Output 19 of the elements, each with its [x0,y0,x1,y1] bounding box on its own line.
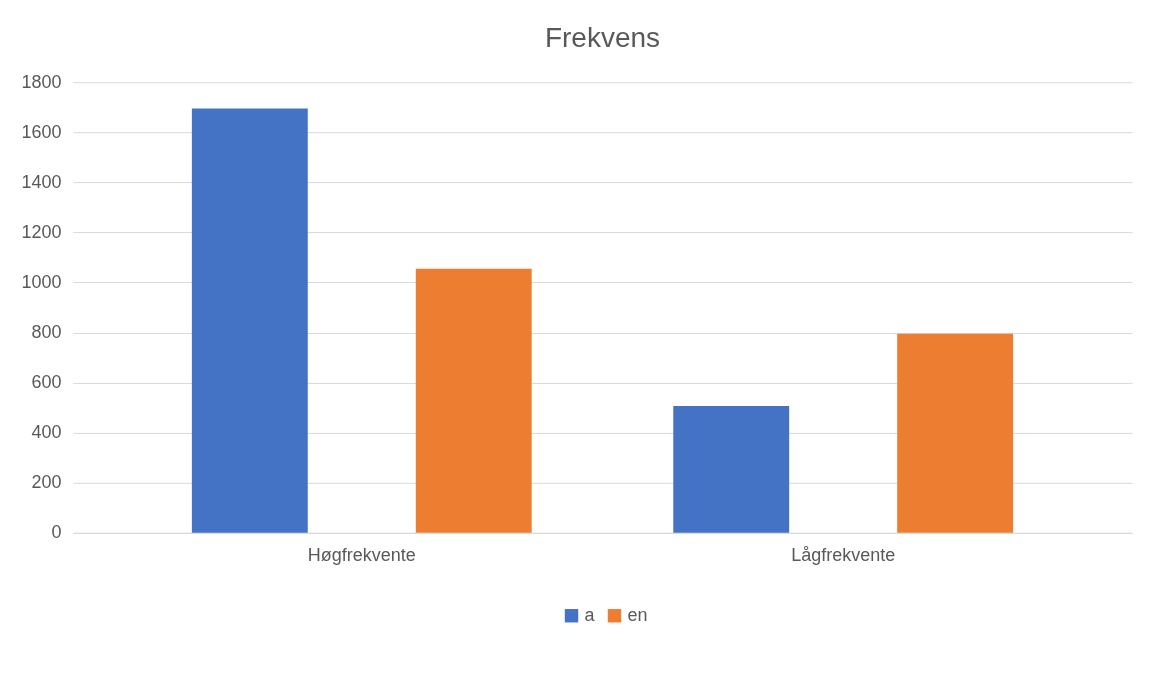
y-tick-label: 600 [31,372,62,393]
y-tick-label: 1400 [21,171,62,192]
bar [673,405,790,533]
bar [897,333,1014,533]
bar [191,108,308,533]
bar [415,268,532,533]
y-tick-label: 1600 [21,121,62,142]
chart-title: Frekvens [544,22,660,54]
legend-label: en [627,604,648,625]
y-tick-label: 1200 [21,221,62,242]
y-tick-label: 800 [31,322,62,343]
y-tick-label: 0 [51,522,62,543]
y-tick-label: 200 [31,472,62,493]
x-tick-label: Høgfrekvente [307,545,416,566]
y-tick-label: 1000 [21,271,62,292]
y-tick-label: 400 [31,422,62,443]
x-tick-label: Lågfrekvente [791,545,896,566]
legend-label: a [584,604,595,625]
y-tick-label: 1800 [21,71,62,92]
